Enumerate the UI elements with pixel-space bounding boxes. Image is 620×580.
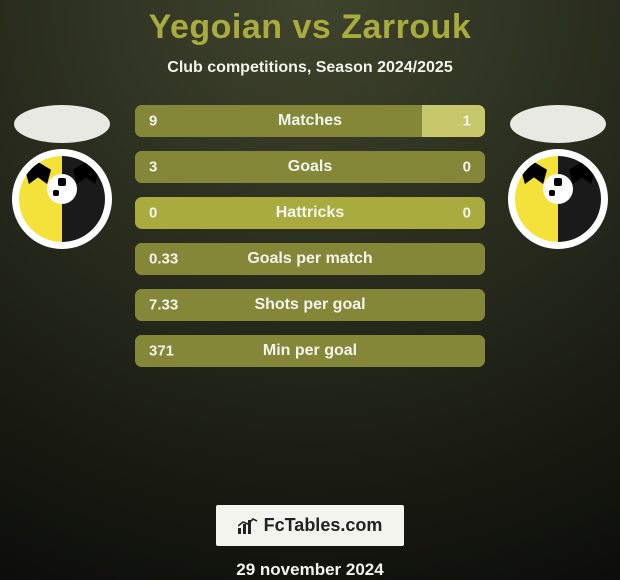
chart-icon — [238, 518, 258, 534]
player-right — [508, 105, 608, 249]
club-badge-left — [12, 149, 112, 249]
page-title: Yegoian vs Zarrouk — [149, 8, 472, 47]
stat-row: 0 0 Hattricks — [135, 197, 485, 229]
stat-label: Min per goal — [263, 342, 357, 360]
watermark: FcTables.com — [216, 505, 405, 546]
stat-row: 7.33 Shots per goal — [135, 289, 485, 321]
club-badge-right — [508, 149, 608, 249]
stat-value-left: 9 — [149, 113, 157, 130]
stat-value-left: 7.33 — [149, 297, 178, 314]
stat-label: Matches — [278, 112, 342, 130]
stat-row: 371 Min per goal — [135, 335, 485, 367]
stat-fill-right — [422, 105, 485, 137]
stat-label: Shots per goal — [254, 296, 365, 314]
player-head-icon — [14, 105, 110, 143]
stat-row: 3 0 Goals — [135, 151, 485, 183]
stat-value-left: 0.33 — [149, 251, 178, 268]
stat-value-right: 0 — [463, 205, 471, 222]
stat-bars: 9 1 Matches 3 0 Goals 0 0 Hattricks 0.33 Goals per… — [135, 105, 485, 367]
stat-value-left: 0 — [149, 205, 157, 222]
watermark-text: FcTables.com — [264, 515, 383, 536]
player-head-icon — [510, 105, 606, 143]
stat-value-right: 1 — [463, 113, 471, 130]
page-subtitle: Club competitions, Season 2024/2025 — [167, 59, 452, 77]
stat-label: Goals — [288, 158, 332, 176]
stat-label: Goals per match — [247, 250, 372, 268]
stat-row: 0.33 Goals per match — [135, 243, 485, 275]
stat-label: Hattricks — [276, 204, 344, 222]
stat-value-left: 3 — [149, 159, 157, 176]
footer-date: 29 november 2024 — [236, 560, 383, 580]
stat-value-left: 371 — [149, 343, 174, 360]
stat-row: 9 1 Matches — [135, 105, 485, 137]
player-left — [12, 105, 112, 249]
stat-value-right: 0 — [463, 159, 471, 176]
comparison-panel: 9 1 Matches 3 0 Goals 0 0 Hattricks 0.33 Goals per… — [0, 105, 620, 491]
